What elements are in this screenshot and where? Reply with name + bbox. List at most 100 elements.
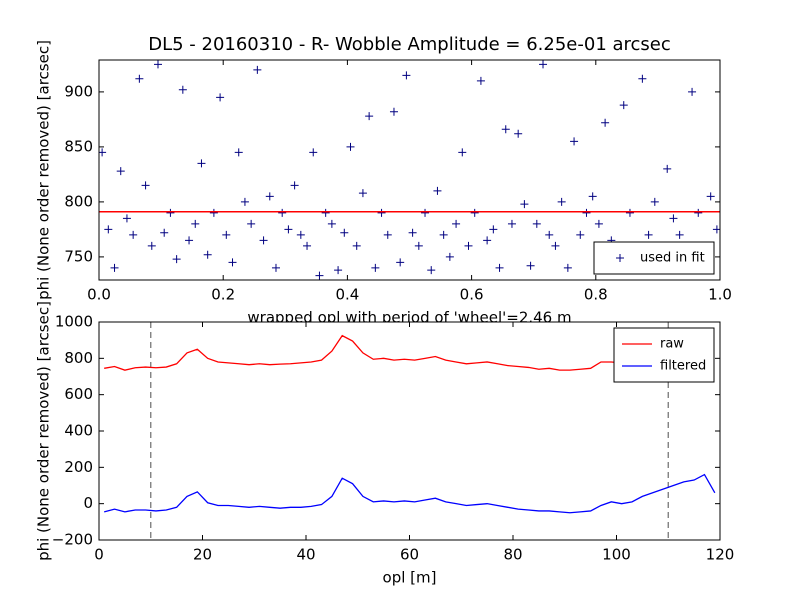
point (104, 225, 113, 234)
point (514, 129, 523, 138)
x-tick-label: 0.8 (584, 286, 608, 304)
x-axis-label: opl [m] (383, 569, 437, 587)
y-tick-label: 750 (64, 247, 93, 265)
point (675, 230, 684, 239)
series-line (104, 334, 653, 371)
x-tick-label: 40 (296, 546, 315, 564)
point (271, 263, 280, 272)
point (315, 271, 324, 280)
point (520, 200, 529, 209)
point (421, 208, 430, 217)
point (458, 148, 467, 157)
point (222, 230, 231, 239)
point (576, 230, 585, 239)
legend-box (613, 327, 715, 383)
point (414, 241, 423, 250)
axes: opl [m] phi (None order removed) [arcsec]… (35, 301, 735, 586)
point (663, 164, 672, 173)
point (371, 263, 380, 272)
y-tick-label: 800 (64, 192, 93, 210)
x-tick-label: 0 (94, 546, 104, 564)
y-axis-label: phi (None order removed) [arcsec] (35, 40, 53, 300)
point (588, 192, 597, 201)
point (358, 189, 367, 198)
y-tick-label: 600 (64, 385, 93, 403)
point (644, 230, 653, 239)
x-tick-label: 120 (706, 546, 735, 564)
point (365, 112, 374, 121)
point (278, 208, 287, 217)
point (284, 225, 293, 234)
point (166, 208, 175, 217)
point (557, 197, 566, 206)
point (309, 148, 318, 157)
point (247, 219, 256, 228)
point (259, 236, 268, 245)
point (141, 181, 150, 190)
y-tick-label: 1000 (55, 313, 93, 331)
point (327, 219, 336, 228)
point (234, 148, 243, 157)
axes: DL5 - 20160310 - R- Wobble Amplitude = 6… (35, 34, 732, 327)
point (383, 230, 392, 239)
point (191, 219, 200, 228)
point (501, 125, 510, 134)
y-tick-label: 200 (64, 458, 93, 476)
point (389, 107, 398, 116)
plot-marks (104, 322, 716, 540)
point (489, 225, 498, 234)
legend-marker (616, 254, 624, 262)
point (172, 255, 181, 264)
point (209, 208, 218, 217)
point (216, 93, 225, 102)
point (470, 208, 479, 217)
point (539, 60, 548, 69)
point (563, 263, 572, 272)
axes-frame (98, 59, 721, 281)
point (650, 197, 659, 206)
point (594, 219, 603, 228)
y-tick-label: 800 (64, 349, 93, 367)
y-tick-label: −200 (52, 531, 93, 549)
series-line (104, 473, 716, 514)
x-tick-label: 100 (602, 546, 631, 564)
legend-label: raw (660, 337, 684, 352)
x-tick-label: 0.2 (211, 286, 235, 304)
point (265, 192, 274, 201)
x-tick-label: 60 (400, 546, 419, 564)
y-tick-label: 400 (64, 422, 93, 440)
point (203, 250, 212, 259)
point (228, 258, 237, 267)
point (340, 228, 349, 237)
y-tick-label: 0 (83, 494, 93, 512)
point (129, 230, 138, 239)
point (439, 230, 448, 239)
point (619, 101, 628, 110)
legend: raw filtered (613, 327, 715, 383)
point (669, 214, 678, 223)
point (402, 71, 411, 80)
point (135, 74, 144, 83)
legend: used in fit (593, 241, 715, 275)
point (551, 241, 560, 250)
point (122, 214, 131, 223)
point (377, 208, 386, 217)
point (445, 252, 454, 261)
point (153, 60, 162, 69)
point (296, 230, 305, 239)
point (147, 241, 156, 250)
point (433, 186, 442, 195)
x-tick-label: 1.0 (708, 286, 732, 304)
point (545, 230, 554, 239)
x-tick-label: 80 (503, 546, 522, 564)
point (526, 261, 535, 270)
x-tick-label: 0.0 (87, 286, 111, 304)
x-tick-label: 20 (193, 546, 212, 564)
x-tick-label: 0.6 (460, 286, 484, 304)
point (290, 181, 299, 190)
point (507, 219, 516, 228)
point (570, 137, 579, 146)
point (638, 74, 647, 83)
